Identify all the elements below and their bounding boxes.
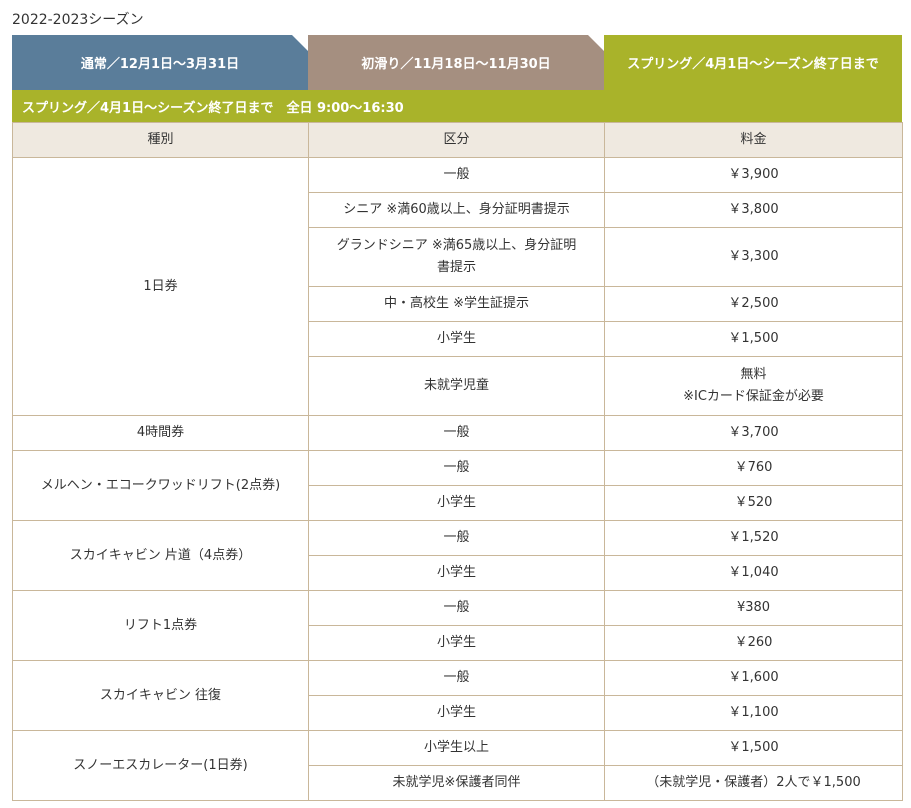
category-cell: 小学生 (308, 625, 605, 661)
table-row: 4時間券 一般 ￥3,700 (12, 415, 903, 451)
header-category: 区分 (308, 122, 605, 158)
category-cell: 小学生 (308, 555, 605, 591)
price-cell: ￥3,900 (604, 157, 903, 193)
category-cell: 一般 (308, 157, 605, 193)
table-row: リフト1点券 一般 ¥380 (12, 590, 903, 661)
table-row: メルヘン・エコークワッドリフト(2点券) 一般 ￥760 (12, 450, 903, 521)
season-title: 2022-2023シーズン (12, 12, 144, 28)
table-row: スカイキャビン 往復 一般 ￥1,600 (12, 660, 903, 731)
table-row: シニア ※満60歳以上、身分証明書提示 ￥3,800 (13, 192, 903, 228)
table-row: 小学生 ￥260 (13, 625, 903, 661)
tab-regular-label: 通常／12月1日～3月31日 (80, 57, 240, 72)
tab-corner-decoration (588, 35, 604, 51)
category-cell: 小学生 (308, 321, 605, 357)
price-cell: ￥1,500 (604, 321, 903, 357)
ticket-type-cell: スカイキャビン 往復 (12, 660, 309, 731)
price-cell: ￥520 (604, 485, 903, 521)
header-type: 種別 (12, 122, 309, 158)
table-row: グランドシニア ※満65歳以上、身分証明 書提示 ￥3,300 (13, 227, 903, 287)
price-cell: 無料 ※ICカード保証金が必要 (604, 356, 903, 416)
ticket-type-cell: スノーエスカレーター(1日券) (12, 730, 309, 801)
price-cell: （未就学児・保護者）2人で￥1,500 (604, 765, 903, 801)
price-cell: ¥380 (604, 590, 903, 626)
category-line-2: 書提示 (436, 260, 476, 275)
ticket-type-cell: メルヘン・エコークワッドリフト(2点券) (12, 450, 309, 521)
price-cell: ￥3,300 (604, 227, 903, 287)
table-row: 未就学児※保護者同伴 （未就学児・保護者）2人で￥1,500 (13, 765, 903, 801)
category-line-1: グランドシニア ※満65歳以上、身分証明 (336, 238, 577, 253)
price-note: ※ICカード保証金が必要 (683, 389, 824, 404)
category-cell: 未就学児※保護者同伴 (308, 765, 605, 801)
price-cell: ￥260 (604, 625, 903, 661)
tab-first-ski-label: 初滑り／11月18日～11月30日 (361, 57, 551, 72)
tab-regular[interactable]: 通常／12月1日～3月31日 (12, 35, 308, 90)
table-row: スカイキャビン 片道（4点券） 一般 ￥1,520 (12, 520, 903, 591)
table-row: スノーエスカレーター(1日券) 小学生以上 ￥1,500 (12, 730, 903, 801)
category-cell: 小学生 (308, 695, 605, 731)
category-cell: 中・高校生 ※学生証提示 (308, 286, 605, 322)
ticket-type-cell: 4時間券 (12, 415, 309, 451)
tab-spring-label: スプリング／4月1日～シーズン終了日まで (627, 57, 879, 72)
category-cell: シニア ※満60歳以上、身分証明書提示 (308, 192, 605, 228)
tab-spring[interactable]: スプリング／4月1日～シーズン終了日まで (604, 35, 902, 90)
category-cell: 一般 (308, 660, 605, 696)
header-price: 料金 (604, 122, 903, 158)
price-table: 種別 区分 料金 1日券 一般 ￥3,900 シニア ※満60歳以上、身分証明書… (12, 122, 903, 801)
price-cell: ￥1,520 (604, 520, 903, 556)
price-cell: ￥1,040 (604, 555, 903, 591)
tab-first-ski[interactable]: 初滑り／11月18日～11月30日 (308, 35, 604, 90)
ticket-type-cell: スカイキャビン 片道（4点券） (12, 520, 309, 591)
category-cell: 一般 (308, 590, 605, 626)
price-cell: ￥3,800 (604, 192, 903, 228)
ticket-type-cell: 1日券 (12, 157, 309, 416)
ticket-type-cell: リフト1点券 (12, 590, 309, 661)
price-cell: ￥760 (604, 450, 903, 486)
category-cell: 一般 (308, 520, 605, 556)
category-cell: グランドシニア ※満65歳以上、身分証明 書提示 (308, 227, 605, 287)
category-cell: 小学生 (308, 485, 605, 521)
category-cell: 未就学児童 (308, 356, 605, 416)
table-header-row: 種別 区分 料金 (12, 122, 903, 158)
price-cell: ￥1,600 (604, 660, 903, 696)
table-row: 中・高校生 ※学生証提示 ￥2,500 (13, 286, 903, 322)
table-row: 小学生 ￥1,100 (13, 695, 903, 731)
tab-corner-decoration (292, 35, 308, 51)
season-tabs: 通常／12月1日～3月31日 初滑り／11月18日～11月30日 スプリング／4… (12, 35, 902, 90)
price-line-1: 無料 (740, 367, 767, 382)
category-cell: 一般 (308, 450, 605, 486)
section-subheader: スプリング／4月1日～シーズン終了日まで 全日 9:00～16:30 (12, 90, 902, 122)
price-cell: ￥1,500 (604, 730, 903, 766)
category-cell: 一般 (308, 415, 605, 451)
category-cell: 小学生以上 (308, 730, 605, 766)
table-row: 1日券 一般 ￥3,900 (12, 157, 903, 416)
price-cell: ￥2,500 (604, 286, 903, 322)
table-row: 小学生 ￥1,500 (13, 321, 903, 357)
price-cell: ￥1,100 (604, 695, 903, 731)
price-cell: ￥3,700 (604, 415, 903, 451)
table-row: 小学生 ￥1,040 (13, 555, 903, 591)
